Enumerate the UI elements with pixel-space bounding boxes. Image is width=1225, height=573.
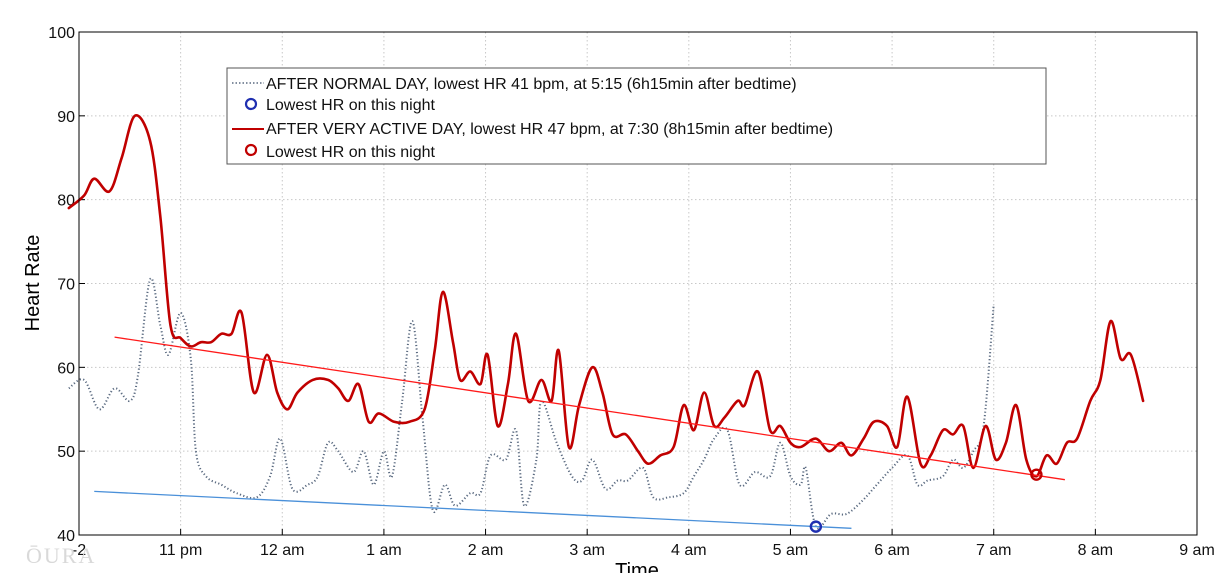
x-tick-label: 5 am (773, 542, 809, 559)
normal-day-lowest-marker (809, 520, 823, 533)
y-tick-label: 50 (57, 444, 75, 461)
x-tick-label: 11 pm (159, 542, 202, 559)
y-axis-title: Heart Rate (22, 235, 44, 332)
legend: AFTER NORMAL DAY, lowest HR 41 bpm, at 5… (226, 67, 1047, 165)
x-tick-label: 6 am (874, 542, 910, 559)
legend-swatch-normal-marker (244, 97, 258, 111)
y-tick-label: 90 (57, 109, 75, 126)
x-tick-label: 3 am (569, 542, 605, 559)
normal-day-series (68, 277, 995, 530)
x-tick-label: 1 am (366, 542, 402, 559)
legend-label-active: AFTER VERY ACTIVE DAY, lowest HR 47 bpm,… (266, 121, 833, 138)
legend-swatch-active-marker (244, 143, 258, 157)
active-day-trend (114, 336, 1065, 481)
oura-watermark: ŌURA (26, 543, 96, 568)
trend-lines (94, 336, 1065, 529)
legend-label-normal-lowest: Lowest HR on this night (266, 97, 436, 114)
x-tick-label: 4 am (671, 542, 707, 559)
legend-label-normal: AFTER NORMAL DAY, lowest HR 41 bpm, at 5… (266, 76, 797, 93)
x-axis-title: Time (615, 560, 659, 573)
x-tick-label: 7 am (976, 542, 1012, 559)
x-tick-label: 8 am (1078, 542, 1114, 559)
series-group (67, 114, 1145, 530)
normal-day-trend (94, 490, 852, 529)
active-day-lowest-marker (1030, 468, 1043, 481)
y-tick-label: 80 (57, 193, 75, 210)
x-tick-label: 12 am (260, 542, 304, 559)
x-tick-label: 9 am (1179, 542, 1215, 559)
legend-label-active-lowest: Lowest HR on this night (266, 144, 436, 161)
legend-box (226, 67, 1047, 165)
y-tick-label: 100 (48, 25, 75, 42)
x-tick-label: -2 (72, 542, 86, 559)
ticks: -2 11 pm 12 am 1 am 2 am 3 am 4 am 5 am 6 am 7 am… (48, 25, 1214, 559)
active-day-series (67, 114, 1145, 478)
plot-frame (78, 31, 1198, 536)
y-tick-label: 60 (57, 360, 75, 377)
x-tick-label: 2 am (468, 542, 504, 559)
lowest-markers (809, 468, 1043, 533)
y-tick-label: 40 (57, 528, 75, 545)
y-tick-label: 70 (57, 277, 75, 294)
